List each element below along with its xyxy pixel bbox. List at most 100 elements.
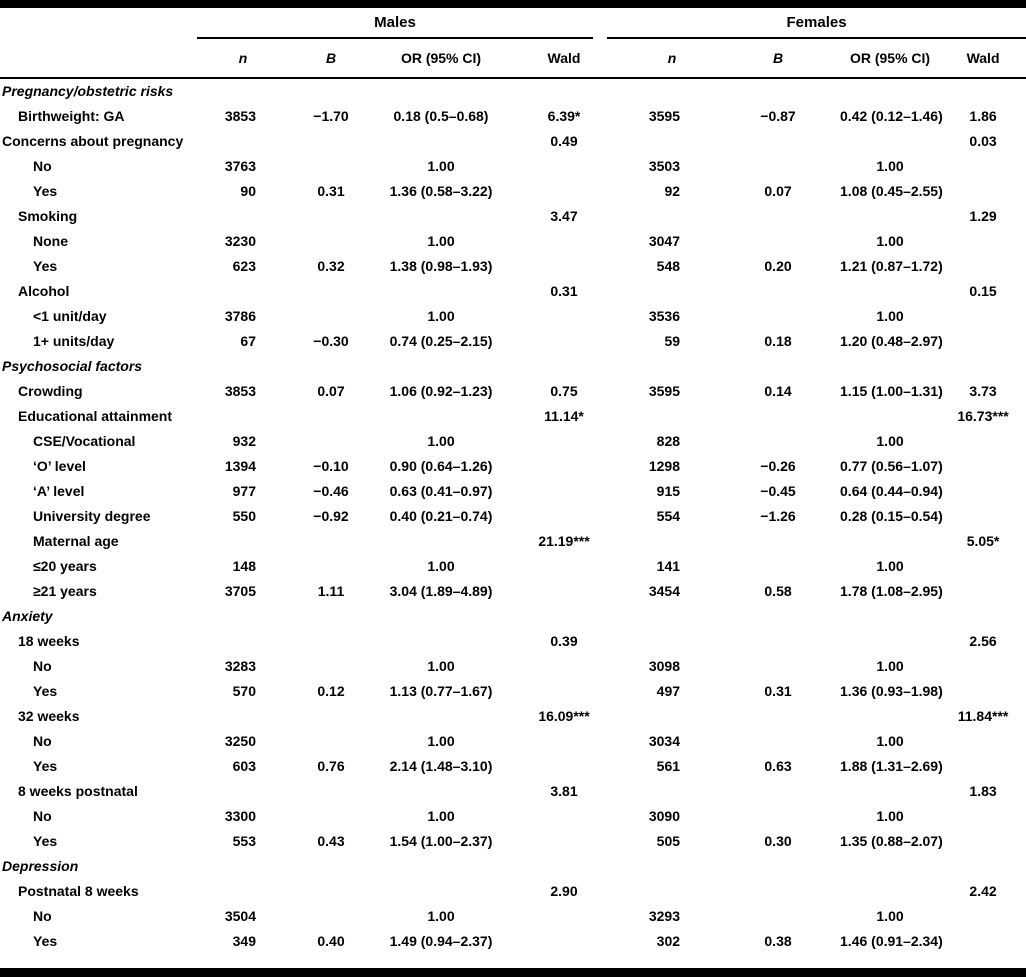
cell-females-wald — [940, 753, 1026, 778]
cell-males-n: 932 — [232, 432, 256, 449]
cell-females-wald — [940, 828, 1026, 853]
cell-females-or: 1.00 — [876, 307, 904, 324]
cell-males-or — [382, 853, 500, 878]
group-header-row: Males Females — [0, 8, 1026, 79]
cell-males-or: 0.18 (0.5–0.68) — [393, 107, 489, 124]
cell-females-or — [840, 628, 940, 653]
cell-females-b — [716, 428, 840, 453]
cell-males-b — [280, 878, 382, 903]
group-header-females: Females — [607, 8, 1026, 39]
col-header-males-or: OR (95% CI) — [382, 39, 500, 79]
cell-females-wald — [940, 178, 1026, 203]
cell-females-b: 0.30 — [764, 832, 792, 849]
cell-females-wald — [940, 153, 1026, 178]
cell-females-wald: 16.73*** — [957, 407, 1009, 424]
cell-males-or: 0.74 (0.25–2.15) — [389, 332, 493, 349]
cell-males-wald — [500, 678, 628, 703]
row-label: No — [33, 657, 52, 674]
table-row: Birthweight: GA 3853 −1.70 0.18 (0.5–0.68) 6… — [0, 103, 1026, 128]
column-header-row: n B OR (95% CI) Wald n B OR (95% CI) Wal… — [0, 39, 1026, 79]
cell-females-b — [716, 128, 840, 153]
cell-males-b — [280, 853, 382, 878]
cell-males-n — [206, 353, 280, 378]
cell-males-n: 3250 — [224, 732, 256, 749]
cell-females-or — [840, 353, 940, 378]
cell-males-wald — [500, 478, 628, 503]
cell-males-wald — [500, 428, 628, 453]
cell-females-or: 1.00 — [876, 907, 904, 924]
cell-females-b — [716, 703, 840, 728]
cell-females-or — [840, 878, 940, 903]
cell-females-or — [840, 128, 940, 153]
cell-males-or: 0.63 (0.41–0.97) — [389, 482, 493, 499]
cell-females-or: 1.21 (0.87–1.72) — [840, 257, 943, 274]
cell-females-n: 497 — [656, 682, 681, 699]
cell-females-or — [840, 403, 940, 428]
cell-males-b — [280, 803, 382, 828]
cell-females-wald: 2.56 — [969, 632, 997, 649]
table-row: Alcohol 0.31 0.15 — [0, 278, 1026, 303]
cell-males-wald: 0.75 — [550, 382, 578, 399]
cell-females-or — [840, 278, 940, 303]
cell-males-b — [280, 228, 382, 253]
section-row: Pregnancy/obstetric risks — [0, 78, 1026, 103]
row-label: ≥21 years — [33, 582, 97, 599]
cell-females-b — [716, 603, 840, 628]
cell-males-wald: 11.14* — [544, 407, 584, 424]
section-row: Anxiety — [0, 603, 1026, 628]
cell-males-b: 0.43 — [317, 832, 345, 849]
group-label-females: Females — [786, 14, 847, 31]
cell-females-or — [840, 778, 940, 803]
cell-males-n — [206, 878, 280, 903]
cell-males-wald — [500, 553, 628, 578]
cell-females-or: 1.35 (0.88–2.07) — [840, 832, 943, 849]
table-row: Educational attainment 11.14* 16.73*** — [0, 403, 1026, 428]
cell-females-or: 1.00 — [876, 657, 904, 674]
table-row: <1 unit/day 3786 1.00 3536 1.00 — [0, 303, 1026, 328]
table-row: Yes 349 0.40 1.49 (0.94–2.37) 302 0.38 1.46 (0… — [0, 928, 1026, 953]
cell-females-or: 1.00 — [876, 557, 904, 574]
cell-males-n: 3230 — [224, 232, 256, 249]
cell-females-or: 1.00 — [876, 232, 904, 249]
cell-females-n: 92 — [664, 182, 681, 199]
row-label: Crowding — [18, 382, 83, 399]
cell-males-wald: 3.47 — [550, 207, 578, 224]
row-label: Yes — [33, 257, 58, 274]
group-label-males: Males — [374, 14, 416, 31]
cell-females-b — [716, 878, 840, 903]
cell-males-wald — [500, 928, 628, 953]
cell-males-or: 1.06 (0.92–1.23) — [389, 382, 493, 399]
cell-males-b — [280, 553, 382, 578]
cell-females-wald: 0.03 — [969, 132, 997, 149]
cell-females-n — [628, 78, 716, 103]
cell-males-b — [280, 628, 382, 653]
cell-females-wald — [940, 578, 1026, 603]
cell-females-n — [628, 603, 716, 628]
cell-females-b — [716, 628, 840, 653]
cell-females-wald — [940, 428, 1026, 453]
table-row: No 3283 1.00 3098 1.00 — [0, 653, 1026, 678]
row-label: Yes — [33, 932, 58, 949]
cell-females-wald — [940, 853, 1026, 878]
cell-males-b — [280, 128, 382, 153]
top-rule — [0, 0, 1026, 8]
cell-females-b: 0.14 — [764, 382, 792, 399]
cell-females-n — [628, 528, 716, 553]
cell-males-wald — [500, 228, 628, 253]
cell-females-or: 0.42 (0.12–1.46) — [840, 107, 943, 124]
cell-males-or — [382, 353, 500, 378]
table-row: ‘A’ level 977 −0.46 0.63 (0.41–0.97) 915 −0.4… — [0, 478, 1026, 503]
section-label: Anxiety — [2, 607, 53, 624]
cell-females-wald — [940, 353, 1026, 378]
cell-males-wald: 16.09*** — [538, 707, 590, 724]
table-row: ≤20 years 148 1.00 141 1.00 — [0, 553, 1026, 578]
cell-males-wald — [500, 503, 628, 528]
table-row: Crowding 3853 0.07 1.06 (0.92–1.23) 0.75 3595… — [0, 378, 1026, 403]
cell-females-wald — [940, 78, 1026, 103]
cell-males-n: 570 — [232, 682, 256, 699]
cell-females-wald: 2.42 — [969, 882, 997, 899]
row-label: No — [33, 157, 52, 174]
cell-males-or: 1.00 — [427, 807, 455, 824]
cell-males-b: −0.46 — [313, 482, 349, 499]
cell-males-b: 1.11 — [317, 582, 345, 599]
